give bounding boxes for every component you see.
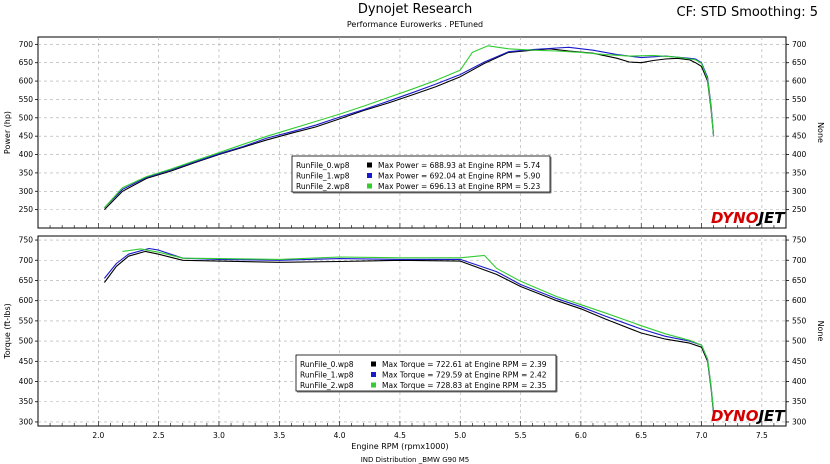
x-tick-label: 3.0 [213, 431, 225, 440]
legend-swatch [371, 372, 376, 377]
y-tick-label-right: 750 [792, 236, 807, 245]
legend-entry-text: Max Torque = 728.83 at Engine RPM = 2.35 [382, 381, 547, 390]
series-line-run0 [104, 48, 715, 210]
legend-entry-text: Max Power = 696.13 at Engine RPM = 5.23 [378, 182, 540, 191]
y-tick-label-right: 500 [792, 113, 807, 122]
y-tick-label: 550 [19, 316, 34, 325]
legend-swatch [371, 382, 376, 388]
legend-box [291, 155, 551, 193]
legend-swatch [367, 183, 372, 189]
y-tick-label: 300 [19, 417, 34, 426]
x-tick-label: 6.0 [575, 431, 587, 440]
y-tick-label: 300 [19, 187, 34, 196]
y-tick-label-right: 600 [792, 77, 807, 86]
y-tick-label: 250 [19, 205, 34, 214]
y-tick-label: 700 [19, 256, 34, 265]
y-tick-label: 650 [19, 58, 34, 67]
series-line-run2 [122, 248, 715, 412]
x-tick-label: 4.0 [334, 431, 346, 440]
y-tick-label: 550 [19, 95, 34, 104]
plot-frame [37, 36, 787, 229]
y-axis-label: Torque (ft-lbs) [3, 303, 12, 360]
y-tick-label-right: 450 [792, 357, 807, 366]
legend-entry-text: Max Torque = 722.61 at Engine RPM = 2.39 [382, 360, 547, 369]
legend-file-label: RunFile_0.wp8 [296, 161, 350, 170]
y-tick-label-right: 500 [792, 337, 807, 346]
y-tick-label-right: 300 [792, 187, 807, 196]
y-tick-label-right: 400 [792, 150, 807, 159]
x-tick-label: 2.5 [153, 431, 165, 440]
y-tick-label: 650 [19, 276, 34, 285]
legend-file-label: RunFile_1.wp8 [300, 371, 354, 380]
y-axis-label-right: None [816, 321, 825, 342]
y-tick-label-right: 450 [792, 132, 807, 141]
y-tick-label-right: 550 [792, 95, 807, 104]
legend-swatch [367, 173, 372, 178]
y-tick-label: 600 [19, 77, 34, 86]
legend-entry-text: Max Torque = 729.59 at Engine RPM = 2.42 [382, 371, 547, 380]
y-axis-label-right: None [816, 122, 825, 143]
y-tick-label-right: 300 [792, 417, 807, 426]
y-tick-label-right: 700 [792, 40, 807, 49]
dynojet-logo: DYNOJET [711, 209, 786, 227]
x-tick-label: 4.5 [394, 431, 406, 440]
legend-swatch [371, 361, 376, 367]
y-tick-label: 450 [19, 132, 34, 141]
y-tick-label-right: 400 [792, 377, 807, 386]
legend-swatch [367, 162, 372, 168]
y-tick-label: 350 [19, 397, 34, 406]
y-tick-label: 500 [19, 113, 34, 122]
x-tick-label: 6.5 [635, 431, 647, 440]
x-tick-label: 5.0 [454, 431, 466, 440]
y-tick-label-right: 250 [792, 205, 807, 214]
y-tick-label-right: 650 [792, 58, 807, 67]
chart-subtitle: Performance Eurowerks . PETuned [346, 20, 484, 29]
y-tick-label-right: 600 [792, 296, 807, 305]
y-tick-label: 450 [19, 357, 34, 366]
y-tick-label: 500 [19, 337, 34, 346]
chart-panel-torque: 300 300 350 350 400 400 450 450 500 500 550 550 600 6… [3, 235, 825, 427]
chart-panel-power: 250 250 300 300 350 350 400 400 450 450 500 500 550 5… [3, 36, 825, 229]
y-tick-label: 600 [19, 296, 34, 305]
y-tick-label: 700 [19, 40, 34, 49]
series-line-run2 [103, 45, 715, 209]
y-tick-label-right: 550 [792, 316, 807, 325]
legend-file-label: RunFile_1.wp8 [296, 172, 350, 181]
footer-text: IND Distribution _BMW G90 M5 [360, 456, 470, 464]
y-tick-label: 350 [19, 168, 34, 177]
chart-title: Dynojet Research [357, 2, 473, 17]
dynojet-logo: DYNOJET [711, 407, 786, 425]
legend: RunFile_0.wp8 Max Power = 688.93 at Engin… [291, 155, 552, 194]
series-line-run1 [104, 46, 715, 209]
logo-text: DYNOJET [711, 209, 786, 227]
legend-entry-text: Max Power = 692.04 at Engine RPM = 5.90 [378, 172, 540, 181]
y-axis-label: Power (hp) [3, 111, 12, 154]
x-tick-label: 3.5 [273, 431, 285, 440]
legend-box [295, 354, 557, 392]
x-axis-label: Engine RPM (rpmx1000) [351, 442, 448, 451]
legend: RunFile_0.wp8 Max Torque = 722.61 at Engi… [295, 354, 558, 393]
legend-file-label: RunFile_0.wp8 [300, 360, 354, 369]
series-line-run0 [103, 250, 715, 414]
logo-text: DYNOJET [711, 407, 786, 425]
y-tick-label-right: 700 [792, 256, 807, 265]
legend-entry-text: Max Power = 688.93 at Engine RPM = 5.74 [378, 161, 540, 170]
x-tick-label: 2.0 [92, 431, 104, 440]
x-tick-label: 7.0 [696, 431, 708, 440]
x-tick-label: 5.5 [515, 431, 527, 440]
y-tick-label: 400 [19, 150, 34, 159]
y-tick-label: 400 [19, 377, 34, 386]
y-tick-label: 750 [19, 236, 34, 245]
plot-frame [37, 235, 787, 427]
y-tick-label-right: 650 [792, 276, 807, 285]
y-tick-label-right: 350 [792, 168, 807, 177]
correction-factor-info: CF: STD Smoothing: 5 [676, 5, 818, 20]
legend-file-label: RunFile_2.wp8 [296, 182, 350, 191]
x-tick-label: 7.5 [756, 431, 768, 440]
y-tick-label-right: 350 [792, 397, 807, 406]
legend-file-label: RunFile_2.wp8 [300, 381, 354, 390]
